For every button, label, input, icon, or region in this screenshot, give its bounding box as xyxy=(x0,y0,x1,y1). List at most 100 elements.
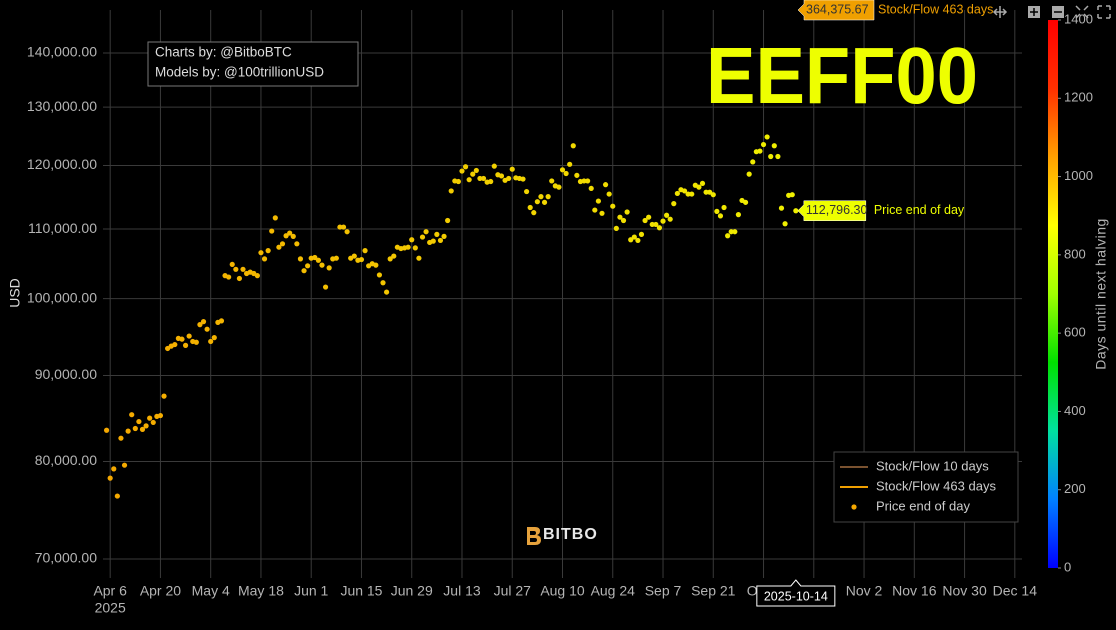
data-point xyxy=(419,234,426,240)
data-point xyxy=(689,191,695,197)
data-point xyxy=(233,266,239,272)
x-tick-label: Jul 27 xyxy=(494,583,532,599)
data-point xyxy=(229,261,235,268)
data-point xyxy=(656,225,663,231)
data-point xyxy=(531,210,537,216)
data-point xyxy=(462,164,469,170)
data-point xyxy=(337,224,343,230)
data-point xyxy=(646,214,652,220)
data-point xyxy=(728,229,734,235)
x-tick-label: Sep 7 xyxy=(645,583,682,599)
data-point xyxy=(301,268,307,274)
colorbar-tick-label: 0 xyxy=(1064,559,1071,574)
pan-icon[interactable] xyxy=(992,6,1008,18)
data-point xyxy=(279,241,286,247)
data-point xyxy=(714,208,720,214)
hover-name: Price end of day xyxy=(874,203,965,217)
data-point xyxy=(362,248,368,254)
data-point xyxy=(459,168,465,174)
colorbar-title: Days until next halving xyxy=(1093,218,1109,370)
data-point xyxy=(585,178,591,184)
data-point xyxy=(595,198,601,204)
autoscale-icon[interactable] xyxy=(1075,5,1089,19)
data-point xyxy=(373,262,379,268)
hover-x-box xyxy=(756,579,836,607)
data-point xyxy=(671,201,677,207)
data-point xyxy=(143,423,149,429)
data-point xyxy=(204,326,210,332)
data-point xyxy=(326,265,332,271)
data-point xyxy=(498,173,505,179)
data-point xyxy=(735,212,742,218)
data-point xyxy=(186,333,192,339)
data-point xyxy=(624,209,630,215)
x-tick-label: May 4 xyxy=(192,583,230,599)
x-tick-label: Jun 1 xyxy=(294,583,328,599)
colorbar-tick-label: 200 xyxy=(1064,481,1086,496)
reset-icon[interactable] xyxy=(1097,5,1111,19)
x-tick-label: May 18 xyxy=(238,583,284,599)
data-point xyxy=(315,257,321,263)
data-point xyxy=(236,275,243,282)
data-point xyxy=(789,192,795,198)
data-point xyxy=(602,182,609,188)
legend-label[interactable]: Price end of day xyxy=(876,498,970,513)
data-point xyxy=(764,134,770,140)
data-point xyxy=(340,224,347,230)
modebar xyxy=(992,5,1111,19)
data-point xyxy=(258,250,264,256)
data-point xyxy=(218,318,225,324)
data-point xyxy=(358,256,365,263)
data-point xyxy=(480,175,487,182)
data-point xyxy=(445,217,451,224)
data-point xyxy=(782,221,788,227)
data-point xyxy=(136,418,142,425)
data-point xyxy=(771,143,777,149)
data-point xyxy=(592,207,598,213)
data-point xyxy=(466,177,472,183)
x-tick-label: Jun 29 xyxy=(391,583,433,599)
credits-box xyxy=(147,41,359,87)
data-point xyxy=(434,231,440,237)
overlay-layer: USD Charts by: @BitboBTC Models by: @100… xyxy=(7,0,1111,607)
y-tick-label: 110,000.00 xyxy=(28,220,97,236)
legend-label[interactable]: Stock/Flow 10 days xyxy=(876,458,989,473)
y-tick-label: 140,000.00 xyxy=(27,44,97,60)
data-point xyxy=(653,221,659,228)
data-point xyxy=(685,191,691,197)
data-point xyxy=(524,188,530,195)
data-point xyxy=(674,190,680,197)
data-point xyxy=(261,256,268,262)
data-point xyxy=(333,255,339,261)
data-point xyxy=(287,230,293,236)
legend-label[interactable]: Stock/Flow 463 days xyxy=(876,478,996,493)
hover-value: 112,796.30 xyxy=(806,203,868,217)
x-tick-label: Jul 13 xyxy=(443,583,481,599)
data-point xyxy=(114,493,120,499)
data-point xyxy=(297,256,304,262)
data-point xyxy=(570,143,576,149)
x-tick-year: 2025 xyxy=(95,600,126,616)
x-tick-label: Apr 20 xyxy=(140,583,181,599)
marks-layer xyxy=(103,134,799,499)
data-point xyxy=(549,178,555,184)
x-tick-label: Apr 6 xyxy=(93,583,127,599)
data-point xyxy=(276,244,282,250)
data-point xyxy=(182,342,189,348)
x-tick-label: Nov 2 xyxy=(846,583,883,599)
data-point xyxy=(254,273,260,279)
data-point xyxy=(699,180,706,187)
data-point xyxy=(416,255,422,261)
hover-x-label: 2025-10-14 xyxy=(764,589,828,603)
data-point xyxy=(129,412,135,418)
data-point xyxy=(312,254,318,261)
colorbar-tick-label: 800 xyxy=(1064,246,1086,261)
data-point xyxy=(556,184,562,190)
legend: Stock/Flow 10 days Stock/Flow 463 days Pri… xyxy=(833,451,1019,523)
data-point xyxy=(161,393,167,399)
legend-swatch xyxy=(851,504,857,510)
data-point xyxy=(717,213,724,219)
data-point xyxy=(696,184,702,190)
data-point xyxy=(588,185,594,192)
